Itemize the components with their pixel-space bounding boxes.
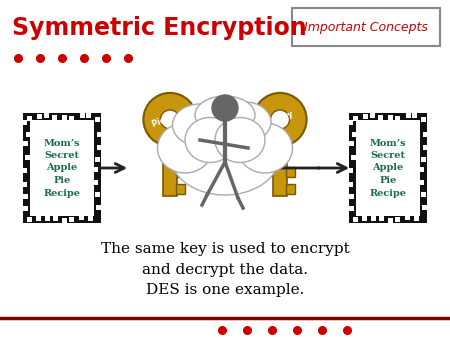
Text: Mom’s
Secret
Apple
Pie
Recipe: Mom’s Secret Apple Pie Recipe: [369, 139, 406, 197]
Bar: [419, 180, 424, 185]
Bar: [52, 116, 57, 120]
Text: Mom’s
Secret
Apple
Pie
Recipe: Mom’s Secret Apple Pie Recipe: [44, 139, 81, 197]
Bar: [23, 194, 28, 199]
Bar: [362, 216, 367, 221]
Bar: [68, 116, 74, 121]
Bar: [96, 205, 101, 210]
Ellipse shape: [215, 118, 265, 163]
Bar: [81, 113, 86, 118]
Circle shape: [253, 93, 306, 146]
Bar: [349, 141, 354, 146]
Bar: [95, 157, 100, 162]
Bar: [30, 120, 94, 216]
Bar: [406, 113, 411, 118]
Bar: [97, 131, 102, 137]
Bar: [45, 216, 50, 221]
Bar: [419, 167, 424, 172]
Bar: [348, 182, 353, 187]
Bar: [364, 114, 369, 119]
Bar: [369, 113, 374, 118]
Bar: [388, 115, 393, 120]
Text: Pie Key: Pie Key: [261, 110, 295, 129]
Bar: [26, 132, 31, 137]
Bar: [44, 113, 49, 118]
Bar: [22, 120, 27, 125]
Bar: [62, 218, 67, 223]
Bar: [69, 217, 74, 222]
Bar: [22, 168, 27, 173]
Bar: [421, 157, 427, 162]
Bar: [176, 184, 185, 194]
Bar: [422, 205, 427, 210]
Bar: [23, 113, 101, 223]
Bar: [354, 116, 359, 121]
Bar: [95, 117, 100, 122]
Bar: [348, 120, 353, 125]
Bar: [421, 117, 426, 122]
Bar: [351, 155, 356, 160]
Bar: [94, 192, 99, 197]
Bar: [88, 216, 93, 221]
Ellipse shape: [238, 123, 292, 173]
Bar: [349, 206, 354, 211]
Bar: [349, 113, 427, 223]
Bar: [176, 167, 185, 176]
Bar: [63, 115, 68, 120]
Bar: [378, 116, 383, 120]
Bar: [423, 131, 428, 137]
Circle shape: [212, 95, 238, 121]
Bar: [37, 114, 42, 119]
Text: Pie Key: Pie Key: [151, 110, 184, 129]
Bar: [79, 215, 84, 220]
Ellipse shape: [158, 123, 212, 173]
Bar: [371, 216, 377, 221]
Bar: [27, 217, 32, 222]
Circle shape: [161, 110, 180, 129]
Bar: [23, 206, 28, 211]
Bar: [352, 132, 357, 137]
Ellipse shape: [172, 104, 228, 146]
Circle shape: [144, 93, 197, 146]
Ellipse shape: [195, 96, 255, 134]
Ellipse shape: [170, 115, 280, 195]
Bar: [395, 116, 400, 121]
Circle shape: [270, 110, 289, 129]
Bar: [356, 120, 420, 216]
Ellipse shape: [185, 118, 235, 163]
Bar: [348, 168, 354, 173]
Bar: [412, 113, 417, 118]
Bar: [93, 167, 99, 172]
Bar: [388, 218, 393, 223]
Bar: [27, 116, 32, 121]
Text: The same key is used to encrypt
and decrypt the data.
DES is one example.: The same key is used to encrypt and decr…: [101, 242, 349, 297]
Bar: [86, 113, 91, 118]
Bar: [353, 217, 358, 222]
Bar: [405, 215, 410, 220]
Bar: [286, 167, 295, 176]
Bar: [349, 194, 354, 199]
Bar: [423, 145, 428, 150]
Bar: [163, 139, 177, 195]
Bar: [378, 216, 384, 221]
Bar: [93, 180, 98, 185]
Bar: [414, 216, 419, 221]
Bar: [292, 8, 440, 46]
Bar: [395, 217, 400, 222]
Bar: [23, 141, 28, 146]
Bar: [273, 139, 287, 195]
Text: Symmetric Encryption: Symmetric Encryption: [12, 16, 307, 40]
Bar: [22, 182, 27, 187]
Bar: [25, 155, 30, 160]
Bar: [97, 145, 102, 150]
Bar: [286, 184, 295, 194]
Ellipse shape: [219, 102, 271, 142]
Bar: [421, 192, 426, 197]
Text: Important Concepts: Important Concepts: [304, 21, 428, 33]
Bar: [53, 216, 58, 221]
Bar: [36, 216, 41, 221]
